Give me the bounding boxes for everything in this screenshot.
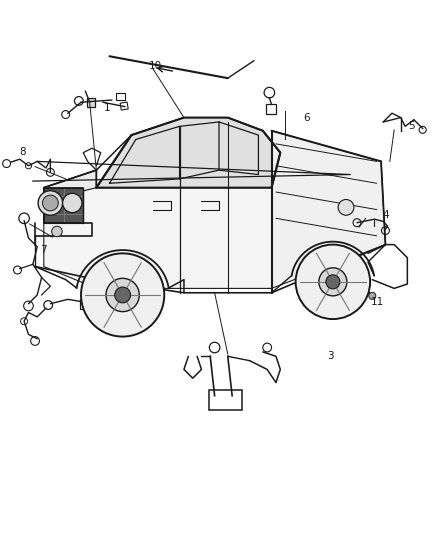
Circle shape xyxy=(52,226,62,237)
Bar xyxy=(120,102,128,110)
Text: 1: 1 xyxy=(104,103,111,113)
Circle shape xyxy=(115,287,131,303)
Polygon shape xyxy=(272,131,385,288)
Text: 11: 11 xyxy=(371,296,384,306)
FancyBboxPatch shape xyxy=(209,391,242,410)
Text: 6: 6 xyxy=(303,112,310,123)
Circle shape xyxy=(106,278,139,312)
Circle shape xyxy=(81,253,164,336)
Circle shape xyxy=(369,292,376,300)
Bar xyxy=(116,93,125,100)
FancyBboxPatch shape xyxy=(102,300,112,308)
Text: 8: 8 xyxy=(19,147,26,157)
FancyBboxPatch shape xyxy=(266,103,276,114)
Circle shape xyxy=(3,159,11,167)
FancyBboxPatch shape xyxy=(87,98,95,107)
Polygon shape xyxy=(96,118,280,188)
Polygon shape xyxy=(44,170,96,201)
Circle shape xyxy=(338,199,354,215)
FancyBboxPatch shape xyxy=(80,300,91,309)
Circle shape xyxy=(38,191,63,215)
Text: 3: 3 xyxy=(327,351,334,361)
Circle shape xyxy=(296,245,370,319)
Text: 7: 7 xyxy=(40,245,47,255)
Circle shape xyxy=(42,195,58,211)
Text: 5: 5 xyxy=(408,122,415,131)
Circle shape xyxy=(326,275,340,289)
Text: 10: 10 xyxy=(149,61,162,71)
Polygon shape xyxy=(44,170,272,288)
Text: 2: 2 xyxy=(113,302,120,312)
Circle shape xyxy=(319,268,347,296)
Polygon shape xyxy=(44,188,83,223)
Text: 4: 4 xyxy=(382,210,389,220)
Circle shape xyxy=(63,193,82,213)
